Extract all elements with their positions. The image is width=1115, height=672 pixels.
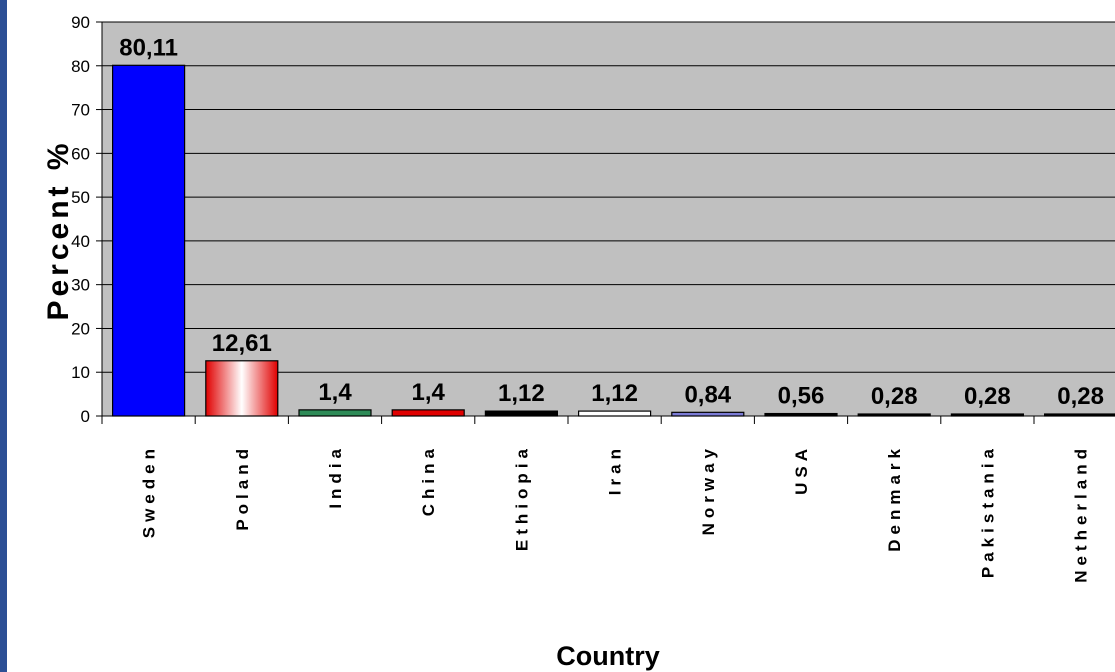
plot-area — [102, 22, 1115, 416]
y-tick-label: 20 — [71, 319, 90, 338]
category-label: Netherland — [1072, 444, 1091, 583]
value-label: 0,56 — [778, 383, 825, 410]
window-left-border — [0, 0, 7, 672]
value-label: 0,28 — [871, 383, 918, 410]
value-label: 0,28 — [964, 383, 1011, 410]
y-tick-label: 30 — [71, 276, 90, 295]
category-label: Ethiopia — [512, 444, 531, 551]
y-tick-label: 10 — [71, 363, 90, 382]
category-label: China — [419, 444, 438, 516]
value-label: 0,28 — [1057, 383, 1104, 410]
value-label: 1,12 — [498, 380, 545, 407]
value-label: 80,11 — [119, 34, 178, 61]
value-label: 1,4 — [318, 379, 352, 406]
value-label: 1,12 — [591, 380, 638, 407]
axes — [96, 21, 1115, 424]
y-tick-label: 0 — [81, 407, 90, 426]
category-label: Norway — [699, 444, 718, 535]
y-tick-label: 80 — [71, 57, 90, 76]
bar-iran — [577, 410, 652, 417]
category-label: USA — [792, 444, 811, 495]
bar-sweden — [111, 64, 186, 417]
category-label: Poland — [233, 444, 252, 531]
bar-norway — [671, 411, 745, 417]
value-label: 1,4 — [412, 379, 446, 406]
bar-china — [391, 409, 465, 417]
y-tick-label: 40 — [71, 232, 90, 251]
x-category-labels: Sweden Poland India China Ethiopia Iran Norway… — [140, 444, 1091, 583]
category-label: Pakistania — [978, 444, 997, 578]
y-tick-label: 60 — [71, 144, 90, 163]
value-label: 12,61 — [212, 330, 272, 357]
value-labels: 80,11 12,61 1,4 1,4 1,12 1,12 0,84 0,56 0,28 0,28… — [119, 34, 1104, 410]
value-label: 0,84 — [684, 381, 731, 408]
category-label: Denmark — [885, 444, 904, 552]
gridlines — [102, 21, 1115, 373]
bar-india — [298, 409, 372, 417]
x-axis-title: Country — [556, 641, 660, 671]
y-axis-title: Percent % — [42, 139, 75, 320]
category-label: Sweden — [140, 444, 159, 538]
y-tick-label: 70 — [71, 101, 90, 120]
bar-ethiopia — [484, 410, 558, 417]
y-tick-label: 50 — [71, 188, 90, 207]
bar-poland — [205, 360, 279, 417]
y-tick-labels: 0 10 20 30 40 50 60 70 80 90 — [71, 13, 90, 426]
y-tick-label: 90 — [71, 13, 90, 32]
category-label: Iran — [606, 444, 625, 495]
category-label: India — [326, 444, 345, 509]
